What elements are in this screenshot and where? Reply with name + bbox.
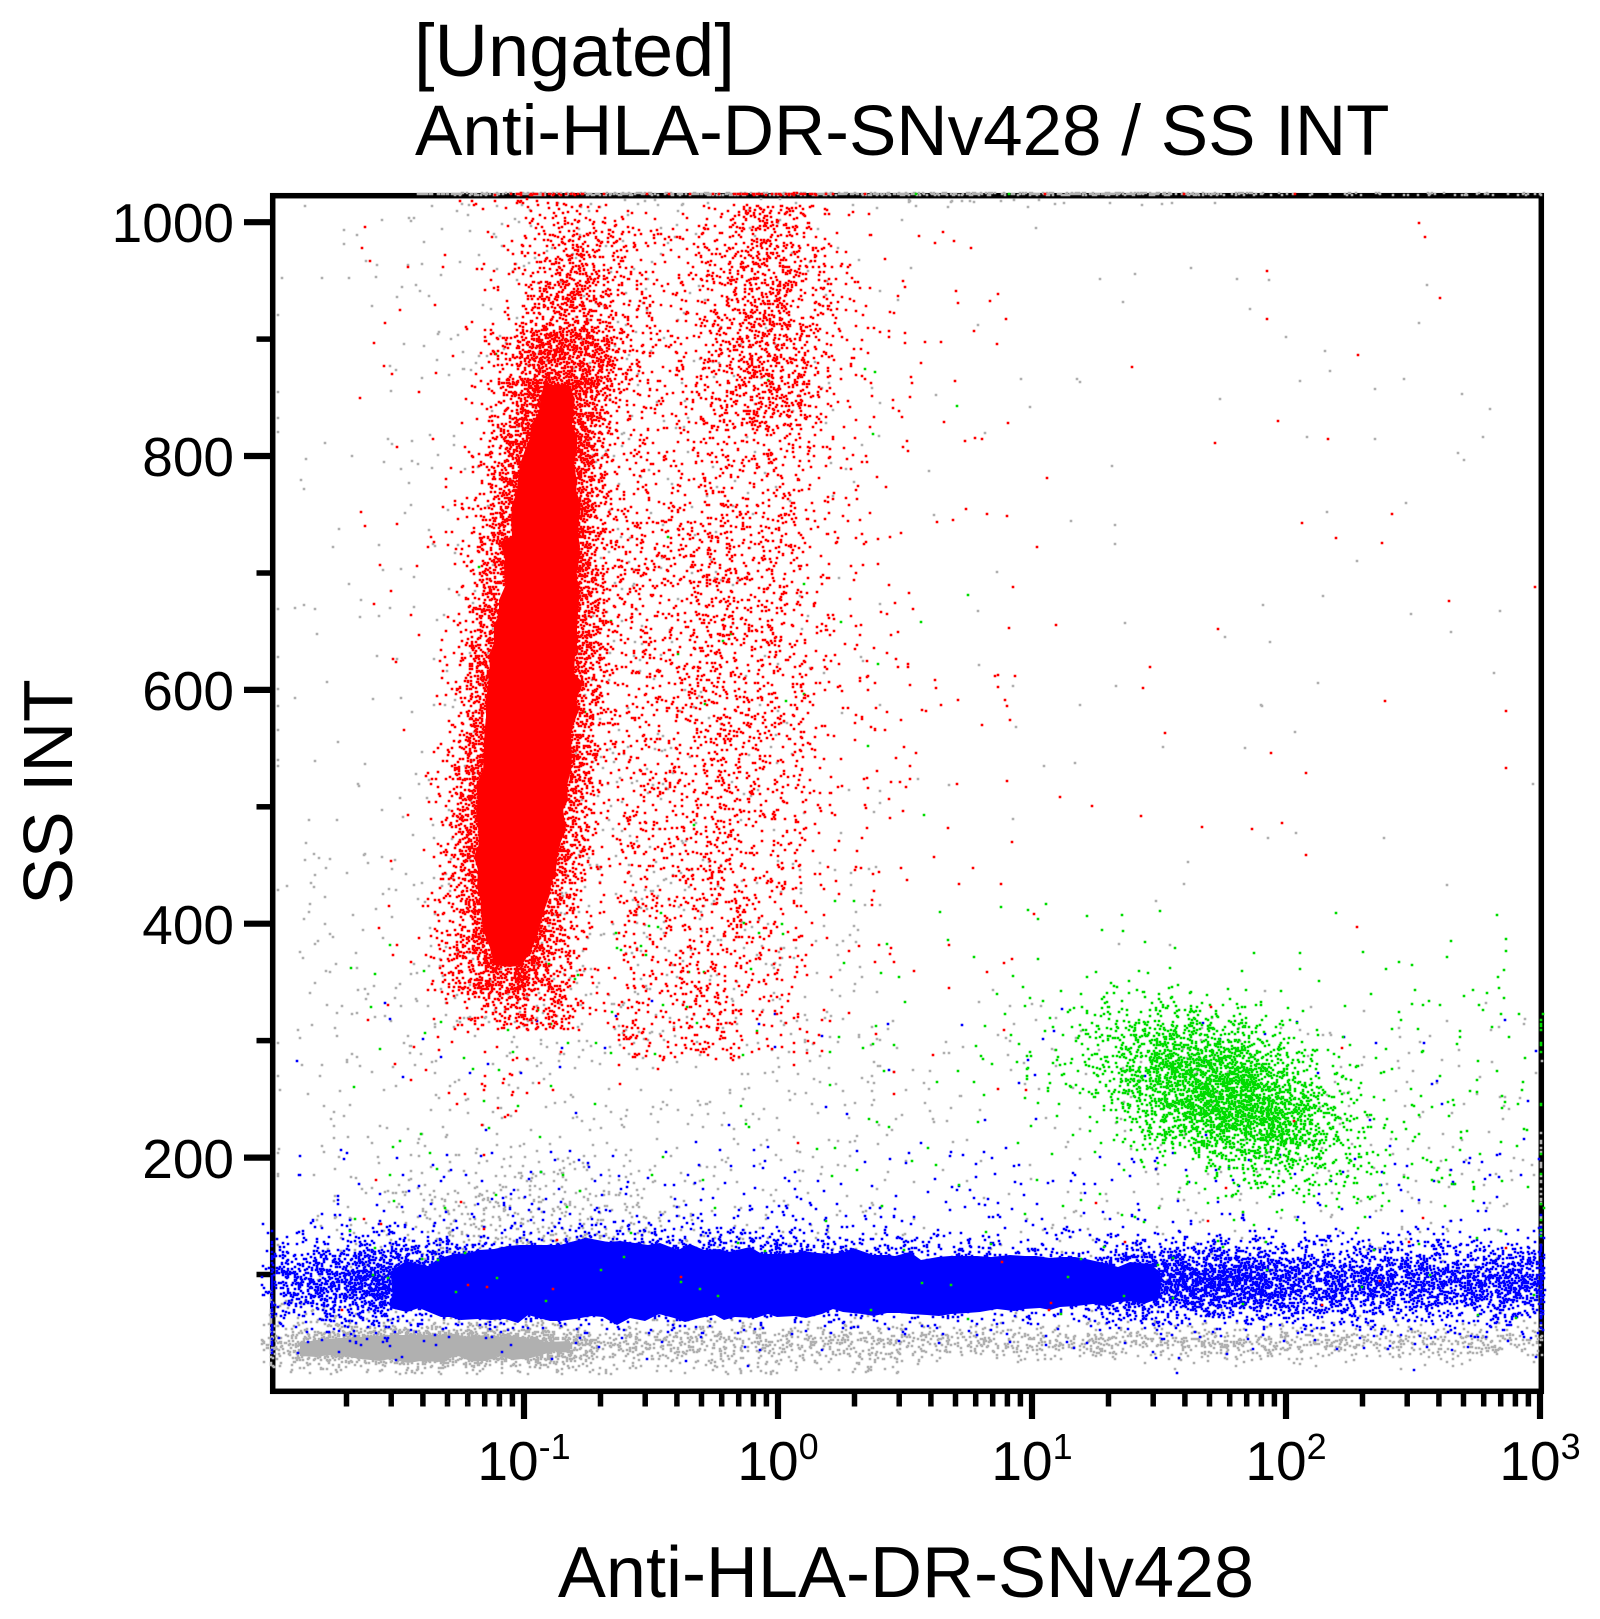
svg-text:SS INT: SS INT (9, 679, 87, 905)
svg-text:[Ungated]: [Ungated] (414, 9, 735, 92)
svg-text:1000: 1000 (112, 192, 234, 254)
svg-text:200: 200 (142, 1128, 234, 1190)
svg-text:600: 600 (142, 660, 234, 722)
svg-text:10-1: 10-1 (477, 1426, 570, 1492)
svg-text:400: 400 (142, 894, 234, 956)
svg-text:800: 800 (142, 426, 234, 488)
svg-text:Anti-HLA-DR-SNv428: Anti-HLA-DR-SNv428 (558, 1533, 1254, 1613)
svg-text:Anti-HLA-DR-SNv428 / SS INT: Anti-HLA-DR-SNv428 / SS INT (415, 92, 1390, 171)
